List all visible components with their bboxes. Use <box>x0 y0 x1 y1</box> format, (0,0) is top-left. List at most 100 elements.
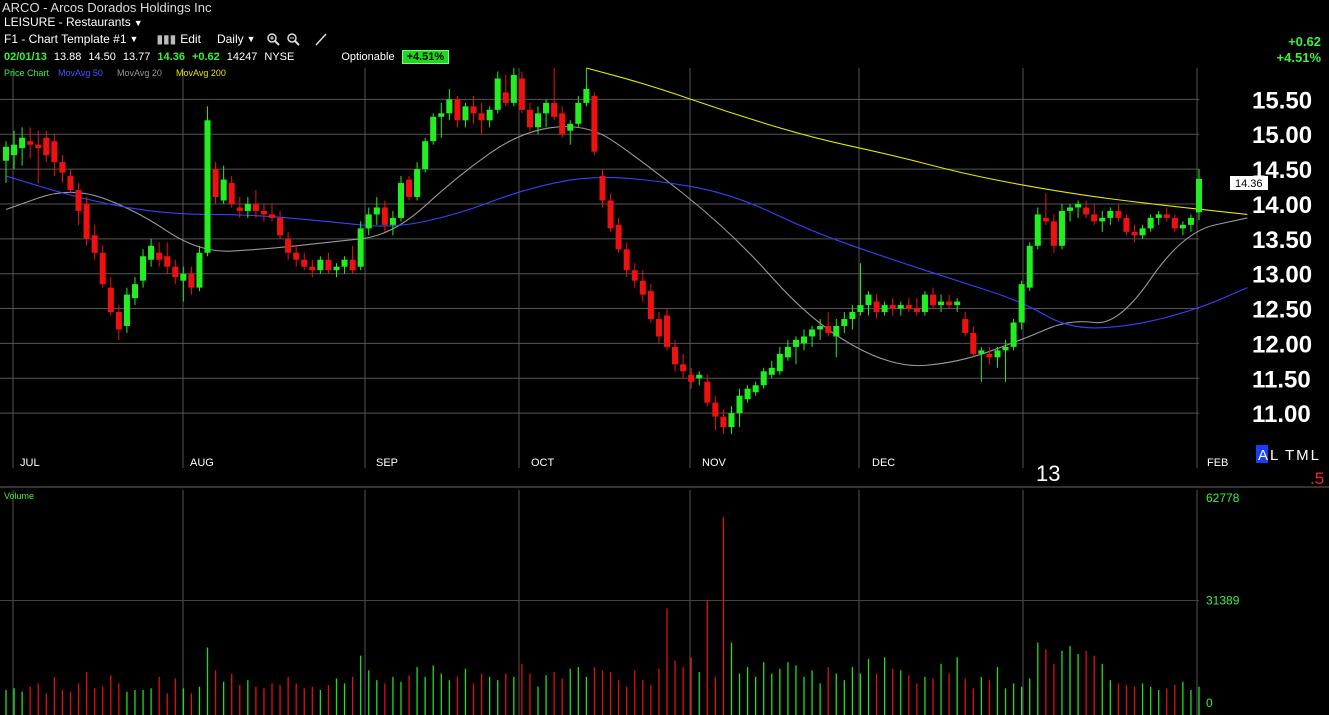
month-label: SEP <box>376 457 398 469</box>
zoom-in-button[interactable] <box>266 32 280 46</box>
candle-up <box>954 298 961 313</box>
candle-body <box>43 137 50 156</box>
candle-down <box>551 68 558 121</box>
candle-body <box>994 350 1001 358</box>
sector-selector[interactable]: LEISURE - Restaurants ▼ <box>4 15 143 29</box>
candle-up <box>728 406 735 435</box>
candle-body <box>929 294 937 306</box>
overlay-fraction: .5 <box>1310 469 1324 488</box>
candle-up <box>784 339 791 361</box>
candle-up <box>897 301 904 316</box>
candle-body <box>752 385 759 393</box>
candle-body <box>397 183 405 218</box>
candle-down <box>1163 207 1170 222</box>
candle-up <box>2 141 10 184</box>
candle-body <box>672 346 679 365</box>
candle-down <box>986 346 993 365</box>
candle-body <box>268 214 276 218</box>
price-tick-label: 14.00 <box>1252 192 1312 219</box>
candle-body <box>688 374 695 382</box>
candle-body <box>921 294 928 313</box>
candle-body <box>1139 228 1146 236</box>
price-tick-label: 15.00 <box>1252 122 1312 149</box>
candle-up <box>744 385 751 403</box>
candle-body <box>889 305 896 309</box>
candle-down <box>518 71 525 114</box>
candle-down <box>277 210 284 239</box>
candle-up <box>220 165 227 204</box>
candle-down <box>599 169 606 208</box>
candle-down <box>349 245 356 274</box>
volume-tick-label: 31389 <box>1206 594 1240 608</box>
top-right-change: +0.62 +4.51% <box>1277 34 1321 66</box>
candle-down <box>301 252 308 271</box>
candle-up <box>881 301 888 316</box>
edit-button[interactable]: ▮▮▮ Edit <box>156 32 201 46</box>
candle-body <box>704 381 711 403</box>
candle-up <box>978 346 985 382</box>
candle-body <box>712 402 719 417</box>
candle-body <box>591 95 598 152</box>
candle-body <box>406 179 413 197</box>
candle-body <box>1195 178 1203 213</box>
candle-body <box>99 252 106 285</box>
candle-body <box>647 291 654 320</box>
candle-up <box>800 329 808 351</box>
candle-body <box>1163 214 1170 218</box>
candle-up <box>196 245 203 292</box>
candle-up <box>1075 200 1082 218</box>
candle-body <box>1083 207 1090 215</box>
price-tick-label: 13.50 <box>1252 227 1312 254</box>
candle-up <box>373 196 380 225</box>
candle-down <box>107 277 114 316</box>
candle-body <box>59 162 66 173</box>
candle-body <box>365 214 372 229</box>
candle-body <box>1147 217 1154 229</box>
candle-body <box>543 102 550 114</box>
candle-down <box>268 203 276 222</box>
candle-body <box>1042 217 1049 222</box>
candle-body <box>833 325 840 337</box>
template-label: F1 - Chart Template #1 <box>4 32 127 46</box>
zoom-out-button[interactable] <box>286 32 300 46</box>
candle-body <box>131 284 138 299</box>
candle-up <box>736 388 743 428</box>
period-dropdown[interactable]: Daily ▼ <box>217 32 256 46</box>
candle-body <box>260 210 267 215</box>
candle-body <box>551 102 558 117</box>
candle-body <box>744 388 751 400</box>
template-dropdown[interactable]: F1 - Chart Template #1 ▼ <box>4 32 138 46</box>
candle-down <box>51 134 58 177</box>
candle-body <box>1179 224 1186 229</box>
candle-down <box>946 294 953 309</box>
candle-down <box>905 298 912 313</box>
candle-body <box>486 109 493 121</box>
last-price-value: 14.36 <box>1235 178 1263 190</box>
candle-up <box>333 263 340 278</box>
volume-tick-label: 0 <box>1206 696 1213 710</box>
candle-body <box>27 141 34 145</box>
candle-down <box>825 312 832 337</box>
candle-up <box>921 291 928 316</box>
draw-line-button[interactable] <box>314 32 328 46</box>
candle-up <box>567 120 574 145</box>
candle-body <box>317 259 324 271</box>
price-tick-label: 12.00 <box>1252 331 1312 358</box>
candle-body <box>35 144 42 149</box>
candle-down <box>156 242 163 267</box>
candle-down <box>75 183 82 225</box>
candle-body <box>978 350 985 354</box>
candle-down <box>285 231 292 260</box>
candle-up <box>841 312 848 333</box>
candle-up <box>1147 214 1154 232</box>
candle-body <box>438 113 445 117</box>
candle-up <box>1179 221 1186 236</box>
price-tick-label: 12.50 <box>1252 297 1312 324</box>
candle-down <box>631 263 638 288</box>
candle-down <box>470 95 477 124</box>
candle-body <box>897 305 904 309</box>
candle-down <box>526 102 533 131</box>
candle-body <box>680 364 687 372</box>
candle-body <box>389 217 396 225</box>
